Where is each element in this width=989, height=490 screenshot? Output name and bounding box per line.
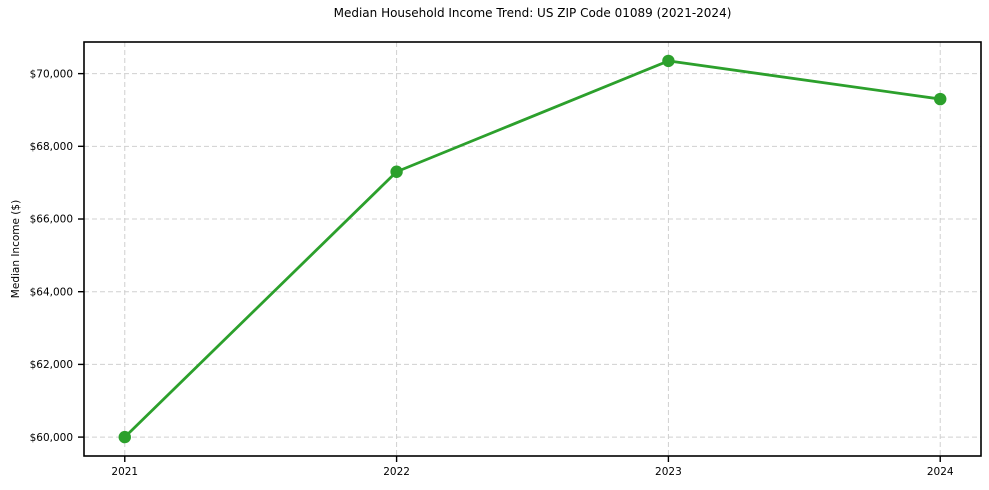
x-tick-label: 2022 [383, 466, 410, 478]
y-tick-label: $68,000 [30, 141, 73, 153]
y-tick-label: $60,000 [30, 432, 73, 444]
y-tick-label: $62,000 [30, 359, 73, 371]
y-tick-label: $64,000 [30, 286, 73, 298]
data-point-2024 [934, 92, 947, 106]
x-tick-label: 2023 [655, 466, 682, 478]
data-point-2023 [662, 54, 675, 68]
x-tick-label: 2021 [111, 466, 138, 478]
y-tick-label: $66,000 [30, 214, 73, 226]
chart-title: Median Household Income Trend: US ZIP Co… [333, 6, 732, 20]
data-point-2021 [118, 430, 131, 444]
y-tick-label: $70,000 [30, 68, 73, 80]
x-tick-label: 2024 [927, 466, 954, 478]
trend-line [123, 59, 942, 439]
data-point-2022 [390, 165, 403, 178]
plot-border [83, 41, 982, 457]
